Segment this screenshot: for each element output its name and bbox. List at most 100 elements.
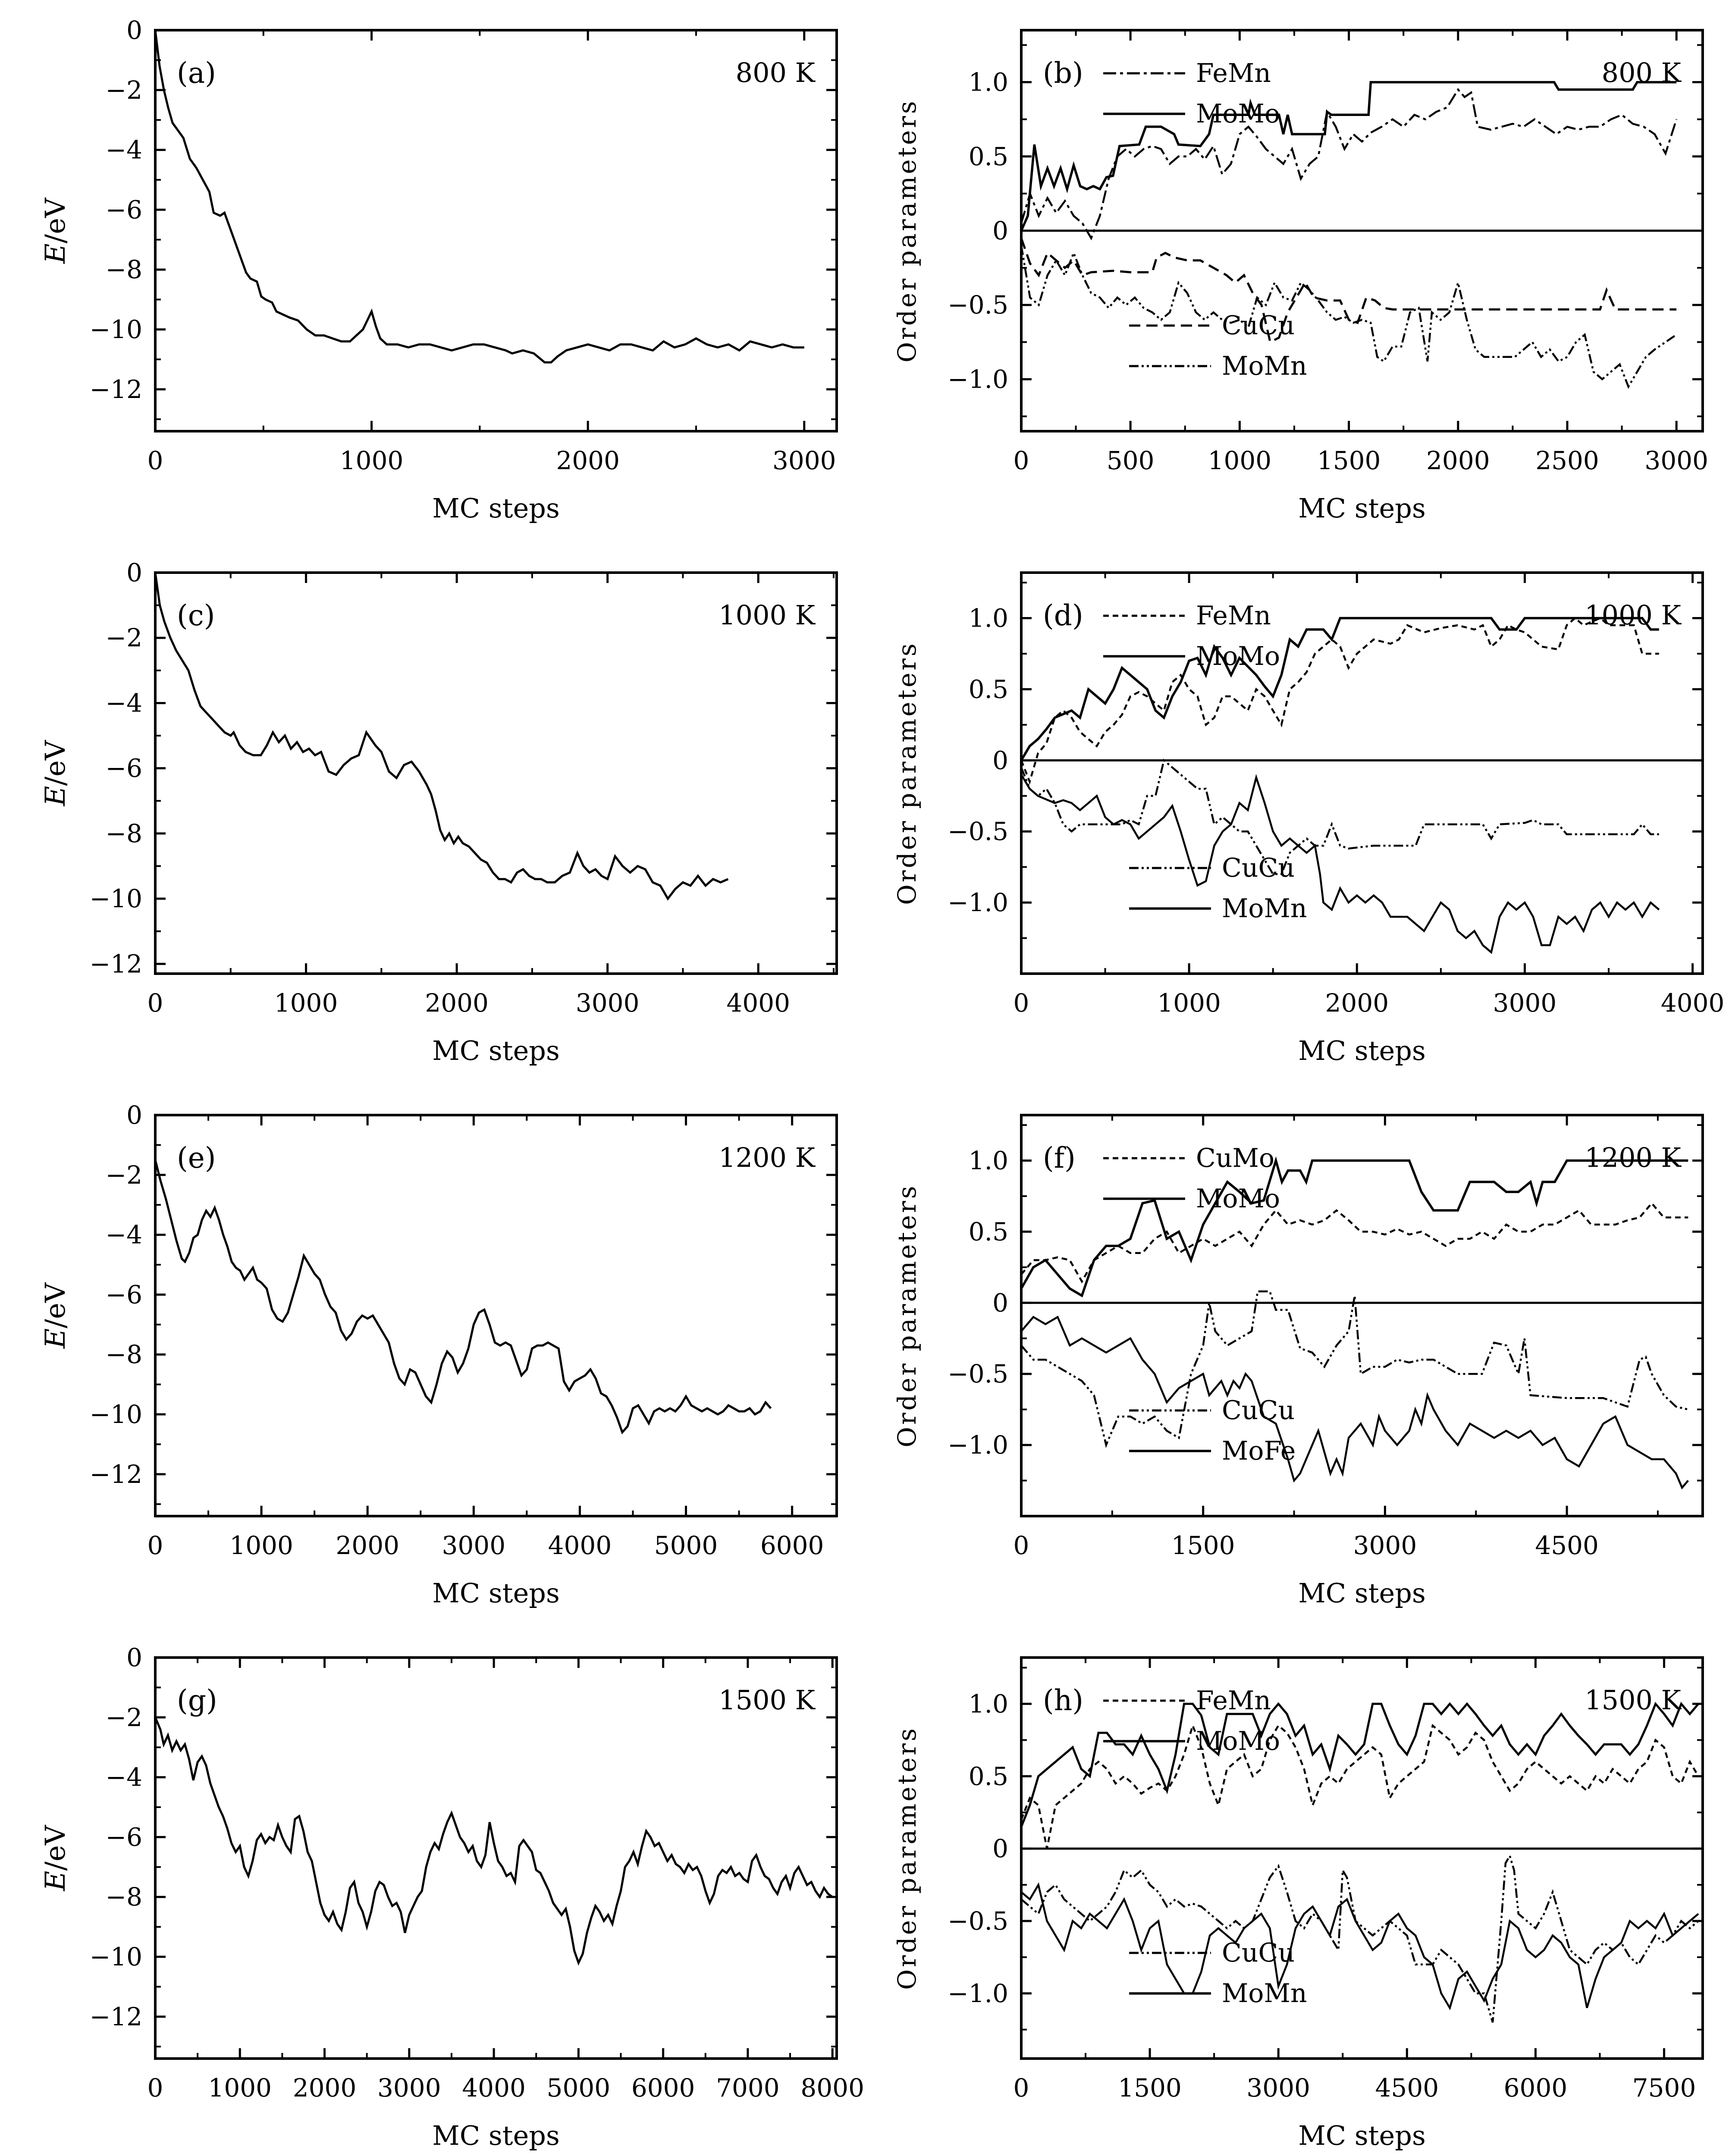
panel-a: 0 1000 2000 3000 0 −2 −4 −6 −8 −10 −12 (a) 800 K MC s…: [0, 0, 866, 542]
series-momo-line: [1020, 617, 1659, 761]
y-axis-label: E/eV: [40, 197, 72, 264]
plot-border: [1020, 1656, 1704, 2060]
y-tick-label: −2: [106, 1703, 143, 1732]
legend-label-cucu: CuCu: [1222, 310, 1295, 341]
x-tick-label: 1000: [1208, 446, 1272, 475]
y-tick-label: −4: [106, 135, 143, 165]
x-tick-label: 0: [1013, 1531, 1029, 1560]
x-tick-label: 4000: [548, 1531, 612, 1560]
x-tick-label: 500: [1107, 446, 1155, 475]
series-energy-line: [154, 1717, 833, 1966]
y-tick-label: −4: [106, 688, 143, 718]
y-tick-label: 0: [126, 1100, 142, 1130]
legend-label-cucu: CuCu: [1222, 1938, 1295, 1968]
x-tick-label: 8000: [800, 2073, 864, 2103]
y-tick-label: 1.0: [969, 68, 1008, 97]
y-axis-label: E/eV: [40, 1282, 72, 1349]
series-momn-line: [1020, 1882, 1699, 2011]
y-tick-label: 1.0: [969, 604, 1008, 633]
y-tick-label: −0.5: [948, 1906, 1008, 1936]
temperature-label: 1000 K: [1585, 599, 1682, 631]
chart-d: 0 1000 2000 3000 4000 −1.0 −0.5 0 0.5 1.0 (d) 1000 …: [892, 571, 1725, 1066]
axis-ticks: [1020, 573, 1703, 975]
x-tick-label: 7000: [716, 2073, 780, 2103]
y-tick-label: 0: [126, 16, 142, 45]
y-axis-label: E/eV: [40, 740, 72, 806]
plot-border: [154, 29, 838, 432]
chart-b: 0 500 1000 1500 2000 2500 3000 −1.0 −0.5 0 0.5 1.0 (…: [892, 29, 1708, 524]
legend-label-mofe: MoFe: [1222, 1436, 1296, 1466]
y-tick-label: −8: [106, 1340, 143, 1369]
chart-c: 0 1000 2000 3000 4000 0 −2 −4 −6 −8 −10 −12 (c) 1000 …: [40, 558, 838, 1066]
y-tick-label: 0: [992, 1834, 1008, 1863]
plot-border: [154, 571, 838, 975]
plot-border: [1020, 1114, 1704, 1517]
panel-c: 0 1000 2000 3000 4000 0 −2 −4 −6 −8 −10 −12 (c) 1000 …: [0, 542, 866, 1085]
y-tick-label: −2: [106, 75, 143, 105]
series-cucu-line: [1020, 1290, 1688, 1448]
y-tick-label: −8: [106, 819, 143, 848]
x-tick-label: 3000: [377, 2073, 441, 2103]
series-momo-line: [1020, 81, 1677, 232]
x-tick-label: 4000: [726, 988, 790, 1018]
x-tick-label: 4000: [1661, 988, 1725, 1018]
panel-letter: (g): [177, 1684, 217, 1717]
x-tick-label: 2000: [1325, 988, 1389, 1018]
x-tick-label: 5000: [654, 1531, 718, 1560]
y-tick-label: 0.5: [969, 674, 1008, 704]
axis-ticks: [1020, 1658, 1703, 2059]
plot-border: [154, 1656, 838, 2060]
y-tick-label: −8: [106, 1882, 143, 1912]
panel-letter: (c): [177, 599, 215, 632]
series-energy-line: [154, 1159, 772, 1435]
series-momn-line: [1020, 774, 1660, 954]
x-axis-label: MC steps: [432, 2120, 560, 2151]
panel-letter: (e): [177, 1141, 216, 1175]
legend-label-cucu: CuCu: [1222, 1395, 1295, 1426]
series-femn-line: [1020, 617, 1659, 785]
y-axis-label: Order parameters: [892, 99, 922, 362]
x-tick-label: 3000: [772, 446, 836, 475]
panel-letter: (b): [1043, 56, 1083, 90]
legend-label-momo: MoMo: [1196, 641, 1280, 671]
legend-label-femn: FeMn: [1196, 1686, 1271, 1716]
x-tick-label: 2000: [293, 2073, 357, 2103]
y-tick-label: −10: [90, 1942, 142, 1971]
x-tick-label: 0: [147, 988, 163, 1018]
y-axis-label: E/eV: [40, 1824, 72, 1891]
legend-label-momn: MoMn: [1222, 893, 1307, 924]
temperature-label: 1500 K: [1585, 1684, 1682, 1716]
x-axis-label: MC steps: [432, 1035, 560, 1066]
x-tick-label: 3000: [1246, 2073, 1310, 2103]
x-tick-label: 0: [147, 1531, 163, 1560]
panel-letter: (a): [177, 56, 216, 90]
series-momo-line: [1020, 1156, 1688, 1297]
series-femn-line: [1020, 88, 1678, 241]
y-tick-label: −10: [90, 1400, 142, 1429]
y-tick-label: 0.5: [969, 1761, 1008, 1791]
x-axis-label: MC steps: [1298, 1035, 1426, 1066]
y-tick-label: 0.5: [969, 142, 1008, 171]
x-tick-label: 3000: [1493, 988, 1557, 1018]
panel-letter: (d): [1043, 599, 1083, 632]
panel-f: 0 1500 3000 4500 −1.0 −0.5 0 0.5 1.0 (f) 1200 K MC …: [866, 1085, 1732, 1627]
x-tick-label: 1000: [274, 988, 338, 1018]
series-momn-line: [1020, 245, 1677, 389]
y-tick-label: −1.0: [948, 1979, 1008, 2008]
y-tick-label: −12: [90, 2002, 142, 2031]
x-axis-label: MC steps: [1298, 2120, 1426, 2151]
axis-ticks: [154, 1656, 837, 2059]
chart-h: 0 1500 3000 4500 6000 7500 −1.0 −0.5 0 0.5 1.0 (h) 1…: [892, 1656, 1704, 2151]
y-axis-label: Order parameters: [892, 1726, 922, 1990]
y-tick-label: 0: [126, 558, 142, 587]
legend-label-cucu: CuCu: [1222, 853, 1295, 883]
x-tick-label: 5000: [547, 2073, 611, 2103]
x-tick-label: 1500: [1171, 1531, 1235, 1560]
series-cucu-line: [1020, 758, 1659, 875]
series-mofe-line: [1020, 1316, 1689, 1490]
panel-letter: (f): [1043, 1141, 1076, 1175]
y-tick-label: 0: [992, 216, 1008, 245]
y-tick-label: −6: [106, 195, 143, 224]
x-tick-label: 4000: [462, 2073, 526, 2103]
